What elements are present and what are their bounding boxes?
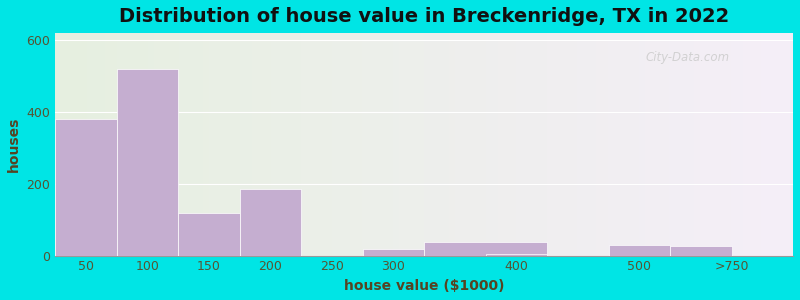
- Bar: [424, 242, 547, 256]
- Text: City-Data.com: City-Data.com: [646, 51, 730, 64]
- Bar: [117, 69, 178, 256]
- X-axis label: house value ($1000): house value ($1000): [344, 279, 504, 293]
- Y-axis label: houses: houses: [7, 117, 21, 172]
- Bar: [362, 249, 424, 256]
- Bar: [240, 189, 301, 256]
- Title: Distribution of house value in Breckenridge, TX in 2022: Distribution of house value in Breckenri…: [119, 7, 730, 26]
- Bar: [178, 213, 240, 256]
- Bar: [55, 119, 117, 256]
- Bar: [609, 245, 670, 256]
- Bar: [670, 246, 731, 256]
- Bar: [486, 254, 547, 256]
